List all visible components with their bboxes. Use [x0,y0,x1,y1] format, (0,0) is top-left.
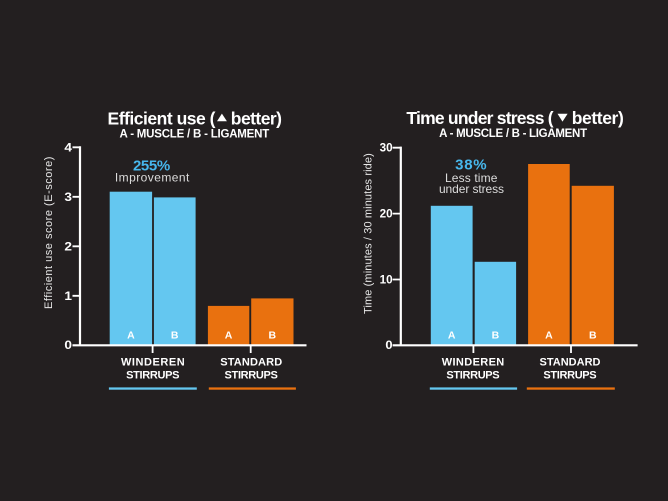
svg-text:A: A [448,330,456,342]
svg-text:better): better) [572,108,624,128]
svg-text:better): better) [231,109,282,129]
svg-text:Efficient use (: Efficient use ( [108,109,216,129]
svg-text:B: B [269,330,277,342]
svg-text:3: 3 [64,192,72,204]
svg-text:Time (minutes / 30 minutes rid: Time (minutes / 30 minutes ride) [363,153,375,314]
svg-text:B: B [171,330,179,342]
svg-text:WINDEREN: WINDEREN [442,356,505,368]
svg-text:0: 0 [385,340,392,352]
svg-text:Time under stress (: Time under stress ( [406,108,553,128]
svg-text:255%: 255% [133,157,170,174]
svg-text:under stress: under stress [439,182,504,196]
svg-text:STIRRUPS: STIRRUPS [225,370,278,382]
svg-text:0: 0 [64,340,72,352]
svg-text:A - MUSCLE / B - LIGAMENT: A - MUSCLE / B - LIGAMENT [120,129,270,141]
svg-text:A: A [545,330,553,342]
svg-text:STANDARD: STANDARD [540,356,601,368]
svg-text:A: A [225,330,233,342]
svg-text:STIRRUPS: STIRRUPS [446,370,499,382]
svg-text:30: 30 [380,143,393,155]
svg-text:A: A [127,330,135,342]
svg-text:Improvement: Improvement [115,171,190,185]
svg-text:1: 1 [64,291,72,303]
svg-text:38%: 38% [455,156,487,173]
svg-text:10: 10 [380,275,393,287]
svg-text:Less time: Less time [445,171,498,185]
svg-text:20: 20 [380,209,393,221]
svg-text:B: B [589,330,597,342]
svg-text:4: 4 [64,142,72,154]
svg-text:Efficient use score (E-score): Efficient use score (E-score) [43,157,55,309]
svg-text:STANDARD: STANDARD [220,356,282,368]
svg-text:WINDEREN: WINDEREN [121,356,185,368]
svg-text:STIRRUPS: STIRRUPS [543,370,596,382]
svg-text:2: 2 [64,241,72,253]
svg-text:STIRRUPS: STIRRUPS [126,370,179,382]
svg-text:A - MUSCLE / B - LIGAMENT: A - MUSCLE / B - LIGAMENT [439,128,587,140]
svg-text:B: B [492,330,500,342]
